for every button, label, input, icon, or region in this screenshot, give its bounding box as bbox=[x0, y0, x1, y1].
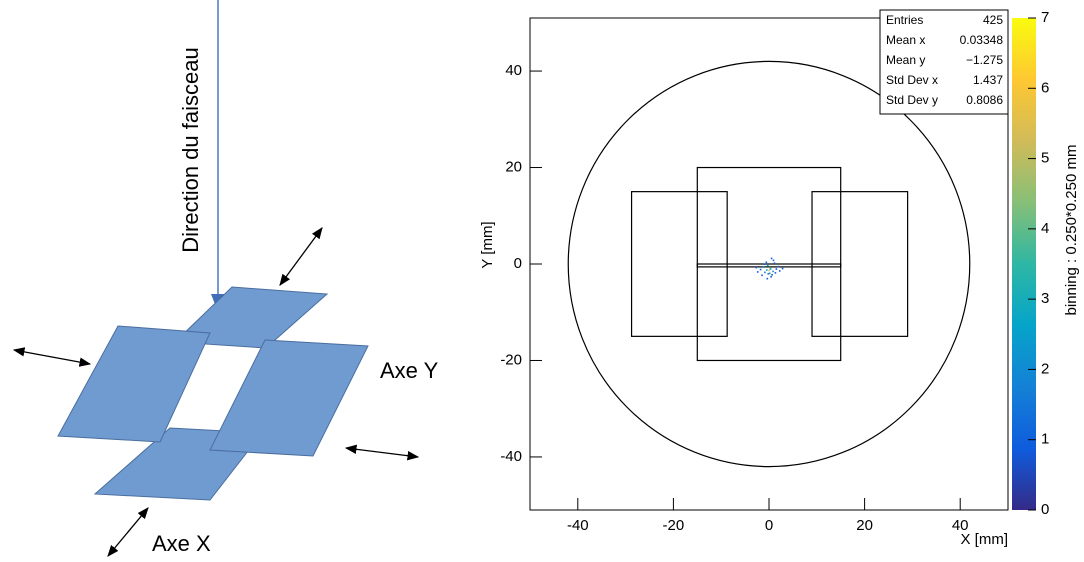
hit-cell bbox=[770, 257, 773, 260]
hit-cell bbox=[770, 275, 772, 278]
arrow bbox=[344, 444, 420, 461]
hit-cell bbox=[769, 268, 772, 270]
stats-label: Mean y bbox=[886, 53, 925, 67]
stats-box bbox=[879, 9, 1009, 115]
arrow bbox=[107, 507, 149, 557]
hit-cell bbox=[768, 272, 771, 275]
hit-cell bbox=[773, 262, 776, 265]
hit-cell bbox=[769, 267, 771, 269]
x-tick-label: 0 bbox=[765, 517, 773, 534]
z-axis-label: binning : 0.250*0.250 mm bbox=[1063, 145, 1080, 316]
y-tick-label: 40 bbox=[505, 62, 522, 79]
hit-cell bbox=[759, 268, 762, 271]
hit-cell bbox=[772, 259, 775, 262]
hit-cell bbox=[766, 264, 769, 267]
y-tick-label: 0 bbox=[514, 255, 522, 272]
plate-left bbox=[57, 325, 211, 443]
hit-cell bbox=[755, 266, 758, 269]
hit-cell bbox=[768, 269, 771, 272]
arrow bbox=[279, 227, 323, 286]
hit-cell bbox=[762, 266, 765, 268]
plate-outline bbox=[696, 263, 842, 268]
stats-label: Entries bbox=[886, 13, 923, 27]
hit-cell bbox=[764, 271, 766, 274]
hit-cell bbox=[775, 268, 778, 270]
stats-value: 1.437 bbox=[973, 73, 1003, 87]
plates bbox=[57, 286, 369, 501]
z-tick-label: 7 bbox=[1041, 9, 1049, 26]
z-tick-label: 0 bbox=[1041, 501, 1049, 518]
y-tick-label: -40 bbox=[500, 448, 522, 465]
z-tick-label: 6 bbox=[1041, 79, 1049, 96]
hit-cell bbox=[777, 265, 780, 268]
hit-cell bbox=[763, 263, 766, 266]
hit-cell bbox=[781, 267, 784, 270]
stats-value: 0.8086 bbox=[966, 93, 1003, 107]
stats-value: −1.275 bbox=[966, 53, 1003, 67]
stats-value: 0.03348 bbox=[960, 33, 1004, 47]
z-tick-label: 2 bbox=[1041, 360, 1049, 377]
hit-cell bbox=[771, 274, 773, 276]
stats-value: 425 bbox=[983, 13, 1003, 27]
z-tick-label: 4 bbox=[1041, 220, 1049, 237]
axis-x-label: Axe X bbox=[152, 531, 211, 556]
x-tick-label: -20 bbox=[663, 517, 685, 534]
stats-label: Std Dev y bbox=[886, 93, 938, 107]
hit-cell bbox=[772, 270, 774, 273]
hit-cell bbox=[765, 261, 768, 264]
hit-cell bbox=[766, 269, 768, 271]
x-tick-label: -40 bbox=[567, 517, 589, 534]
colorbar bbox=[1012, 18, 1036, 510]
beam-label: Direction du faisceau bbox=[178, 47, 203, 252]
hit-cell bbox=[767, 273, 770, 275]
axis-y-label: Axe Y bbox=[380, 358, 439, 383]
x-tick-label: 40 bbox=[952, 517, 969, 534]
hit-cell bbox=[766, 277, 769, 280]
hit-cell bbox=[761, 274, 763, 277]
hit-cell bbox=[774, 272, 777, 274]
hit-cell bbox=[756, 271, 759, 273]
hit-cell bbox=[778, 270, 781, 272]
stats-label: Mean x bbox=[886, 33, 925, 47]
acceptance-circle bbox=[567, 60, 971, 468]
x-tick-label: 20 bbox=[856, 517, 873, 534]
setup-diagram: Direction du faisceau Axe Y Axe X bbox=[12, 0, 439, 557]
z-tick-label: 3 bbox=[1041, 290, 1049, 307]
arrows bbox=[12, 227, 420, 557]
stats-label: Std Dev x bbox=[886, 73, 938, 87]
z-tick-label: 1 bbox=[1041, 431, 1049, 448]
y-axis-label: Y [mm] bbox=[479, 221, 496, 268]
y-tick-label: 20 bbox=[505, 158, 522, 175]
x-axis-label: X [mm] bbox=[961, 531, 1009, 548]
plate-right bbox=[209, 339, 369, 457]
z-tick-label: 5 bbox=[1041, 150, 1049, 167]
y-tick-label: -20 bbox=[500, 351, 522, 368]
arrow bbox=[12, 347, 92, 367]
